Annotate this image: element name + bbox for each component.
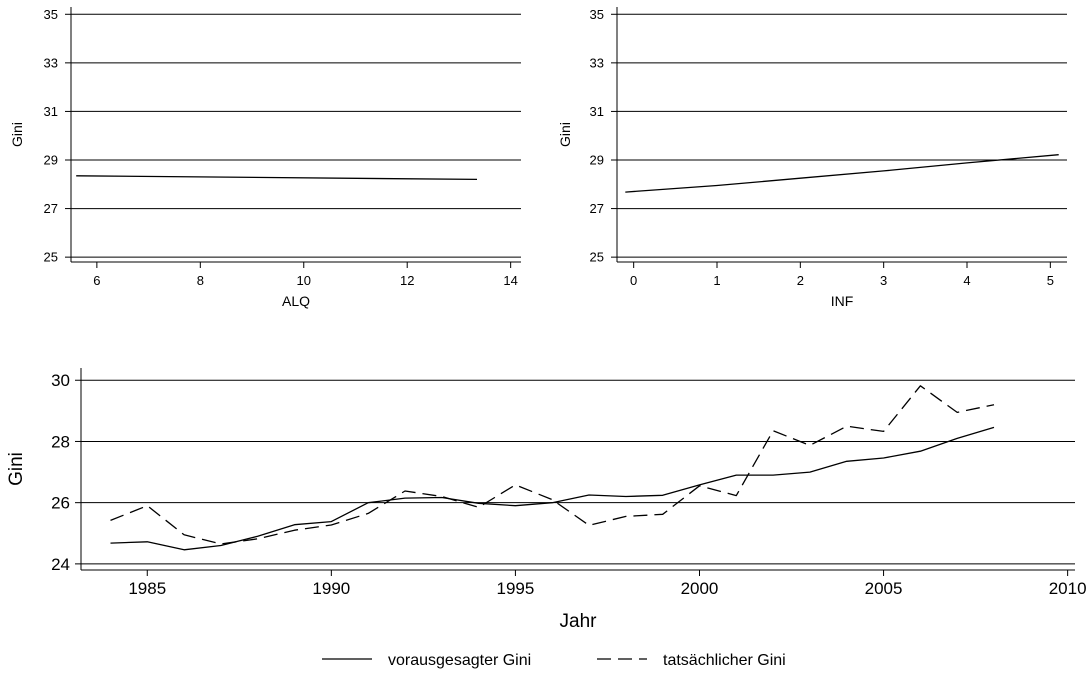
x-tick-label: 0 (630, 273, 637, 288)
x-tick-label: 14 (503, 273, 517, 288)
x-tick-label: 2 (797, 273, 804, 288)
y-tick-label: 27 (590, 201, 604, 216)
y-tick-label: 27 (44, 201, 58, 216)
y-tick-label: 30 (51, 371, 70, 390)
x-tick-label: 5 (1047, 273, 1054, 288)
y-tick-label: 31 (590, 104, 604, 119)
series-line-tatsaechlich (110, 385, 995, 545)
data-point (846, 425, 848, 427)
data-point (514, 484, 516, 486)
x-tick-label: 8 (197, 273, 204, 288)
y-tick-label: 35 (44, 7, 58, 22)
x-tick-label: 1985 (128, 579, 166, 598)
data-point (146, 505, 148, 507)
y-tick-label: 28 (51, 432, 70, 451)
x-tick-label: 4 (963, 273, 970, 288)
chart-top-left: 25 27 29 31 33 35 6 8 10 12 14 ALQ Gini (9, 7, 521, 309)
series-line-0 (76, 175, 478, 181)
y-axis-title: Gini (557, 122, 573, 147)
legend-label: tatsächlicher Gini (663, 652, 786, 669)
x-tick-label: 2005 (865, 579, 903, 598)
x-tick-label: 2000 (681, 579, 719, 598)
x-tick-label: 1 (713, 273, 720, 288)
y-tick-label: 33 (44, 55, 58, 70)
chart-top-right: 25 27 29 31 33 35 0 1 2 3 4 5 INF Gini (557, 7, 1067, 309)
data-point (477, 506, 479, 508)
x-tick-label: 12 (400, 273, 414, 288)
x-tick-label: 2010 (1049, 579, 1087, 598)
y-tick-label: 24 (51, 555, 70, 574)
x-tick-label: 1990 (312, 579, 350, 598)
y-tick-label: 29 (590, 153, 604, 168)
y-tick-label: 25 (44, 250, 58, 265)
data-point (809, 444, 811, 446)
series-line-0 (625, 154, 1059, 193)
x-axis-title: INF (831, 293, 854, 309)
x-axis-title: ALQ (282, 293, 310, 309)
y-tick-label: 35 (590, 7, 604, 22)
y-tick-label: 25 (590, 250, 604, 265)
legend-label: vorausgesagter Gini (388, 652, 531, 669)
y-tick-label: 26 (51, 494, 70, 513)
x-tick-label: 1995 (497, 579, 535, 598)
y-axis-title: Gini (9, 122, 25, 147)
legend: vorausgesagter Gini tatsächlicher Gini (322, 652, 786, 669)
x-tick-label: 3 (880, 273, 887, 288)
x-axis-title: Jahr (560, 611, 598, 632)
y-tick-label: 29 (44, 153, 58, 168)
y-axis-title: Gini (6, 452, 27, 486)
data-point (588, 524, 590, 526)
series-line-vorausgesagt (110, 426, 995, 551)
x-tick-label: 10 (297, 273, 311, 288)
chart-bottom: 24 26 28 30 1985 1990 1995 2000 2005 2010 Jahr Gini… (6, 368, 1087, 669)
y-tick-label: 33 (590, 55, 604, 70)
y-tick-label: 31 (44, 104, 58, 119)
x-tick-label: 6 (93, 273, 100, 288)
